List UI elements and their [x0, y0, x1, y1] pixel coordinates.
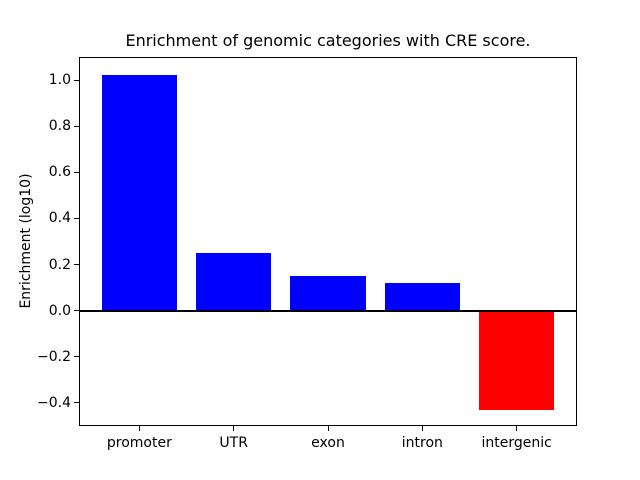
- x-tick-mark: [421, 426, 423, 431]
- bars-layer: [79, 57, 577, 426]
- x-tick-label-exon: exon: [311, 435, 345, 451]
- x-tick-label-intron: intron: [401, 435, 443, 451]
- y-tick-label: 0.8: [48, 118, 71, 135]
- y-tick-label: −0.2: [37, 348, 71, 365]
- x-tick-label-intergenic: intergenic: [481, 435, 552, 451]
- bar-intron: [384, 283, 461, 311]
- y-tick-label: 0.2: [48, 256, 71, 273]
- x-tick-mark: [233, 426, 235, 431]
- bar-promoter: [101, 75, 178, 311]
- plot-area: [79, 57, 577, 426]
- y-tick-label: 0.4: [48, 210, 71, 227]
- bar-exon: [290, 276, 366, 311]
- bar-intergenic: [478, 310, 555, 410]
- x-tick-mark: [327, 426, 329, 431]
- x-tick-mark: [138, 426, 140, 431]
- zero-line: [79, 309, 577, 312]
- y-tick-label: 1.0: [48, 72, 71, 89]
- x-tick-label-UTR: UTR: [219, 435, 248, 451]
- x-tick-mark: [516, 426, 518, 431]
- y-tick-label: 0.6: [48, 164, 71, 181]
- y-axis-label: Enrichment (log10): [18, 173, 34, 309]
- chart-title: Enrichment of genomic categories with CR…: [125, 31, 531, 50]
- bar-UTR: [195, 253, 272, 311]
- y-tick-label: 0.0: [48, 302, 71, 319]
- y-tick-label: −0.4: [37, 394, 71, 411]
- x-tick-label-promoter: promoter: [106, 435, 172, 451]
